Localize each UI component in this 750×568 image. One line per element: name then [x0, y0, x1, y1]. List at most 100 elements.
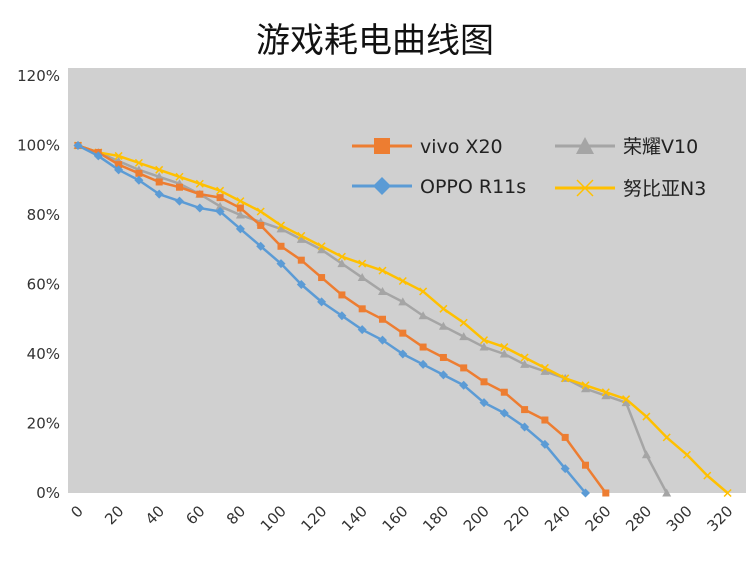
x-tick-label: 180 [419, 502, 452, 535]
data-point [155, 165, 164, 174]
data-point [398, 276, 407, 286]
y-tick-label: 80% [27, 206, 60, 224]
data-point [540, 363, 549, 372]
x-tick-label: 240 [541, 502, 574, 535]
series-努比亚N3 [73, 141, 732, 498]
data-point [703, 471, 712, 480]
data-point [337, 252, 346, 261]
data-point [358, 259, 367, 268]
data-point [439, 353, 447, 361]
data-point [317, 242, 326, 251]
data-point [114, 165, 124, 175]
data-point [378, 286, 387, 295]
x-tick-label: 300 [663, 502, 696, 535]
data-point [317, 297, 327, 307]
data-point [480, 378, 488, 386]
data-point [459, 380, 469, 390]
data-point [439, 304, 448, 313]
data-point [642, 412, 651, 421]
y-tick-label: 40% [27, 345, 60, 363]
data-point [296, 234, 306, 243]
x-tick-label: 280 [622, 502, 655, 535]
legend-label: 荣耀V10 [623, 136, 698, 158]
x-tick-label: 40 [142, 502, 168, 528]
data-point [154, 172, 164, 181]
data-point [196, 190, 204, 198]
legend-label: 努比亚N3 [623, 178, 706, 200]
legend-marker [576, 137, 594, 154]
data-point [500, 343, 509, 352]
legend-item: 努比亚N3 [555, 178, 706, 200]
data-point [540, 366, 550, 375]
data-point [73, 141, 83, 150]
data-point [195, 179, 204, 188]
data-point [216, 186, 225, 195]
data-point [379, 315, 386, 323]
data-point [581, 384, 590, 393]
data-point [235, 210, 245, 219]
data-point [459, 318, 468, 327]
data-point [235, 224, 245, 234]
x-tick-label: 260 [582, 502, 615, 535]
data-point [399, 329, 407, 337]
data-point [216, 194, 224, 202]
series-OPPO-R11s [73, 141, 590, 498]
data-point [561, 374, 570, 383]
data-point [460, 364, 468, 372]
y-tick-label: 0% [36, 484, 60, 502]
data-point [114, 151, 123, 160]
data-point [601, 391, 611, 400]
x-tick-label: 0 [67, 502, 86, 521]
data-point [541, 416, 549, 424]
data-point [317, 245, 327, 254]
data-point [257, 221, 265, 229]
legend-label: vivo X20 [420, 136, 503, 158]
data-point [175, 196, 184, 206]
y-tick-label: 60% [27, 276, 60, 294]
data-point [358, 305, 366, 313]
data-point [641, 450, 651, 459]
legend-marker [373, 177, 391, 195]
data-point [338, 291, 346, 299]
legend-item: OPPO R11s [352, 176, 526, 198]
data-point [175, 172, 184, 181]
x-tick-label: 20 [101, 502, 127, 528]
data-point [236, 204, 244, 212]
data-point [277, 242, 285, 250]
data-point [134, 175, 144, 185]
data-point [540, 439, 550, 449]
data-point [419, 287, 428, 296]
data-point [418, 359, 428, 369]
data-point [398, 297, 408, 306]
data-point [398, 349, 408, 359]
legend-item: 荣耀V10 [555, 136, 698, 158]
data-point [499, 408, 509, 418]
legend-marker [576, 179, 594, 197]
data-point [520, 359, 530, 368]
data-point [479, 342, 489, 351]
data-point [479, 398, 489, 408]
data-point [479, 336, 489, 345]
data-point [296, 280, 306, 289]
data-point [621, 398, 631, 407]
x-tick-label: 100 [257, 502, 290, 535]
data-point [337, 259, 347, 268]
data-point [357, 273, 367, 282]
data-point [134, 158, 143, 167]
data-point [276, 259, 286, 269]
data-point [520, 422, 530, 432]
data-point [154, 189, 164, 199]
data-point [520, 353, 529, 362]
data-point [135, 169, 143, 177]
data-point [276, 221, 286, 230]
data-point [581, 488, 590, 498]
data-point [601, 388, 610, 397]
plot-area [68, 68, 746, 493]
y-tick-label: 20% [27, 415, 60, 433]
series-line [77, 144, 587, 494]
data-point [500, 388, 508, 396]
data-point [115, 161, 123, 169]
data-point [582, 461, 589, 469]
x-tick-label: 120 [297, 502, 330, 535]
data-point [297, 256, 305, 264]
